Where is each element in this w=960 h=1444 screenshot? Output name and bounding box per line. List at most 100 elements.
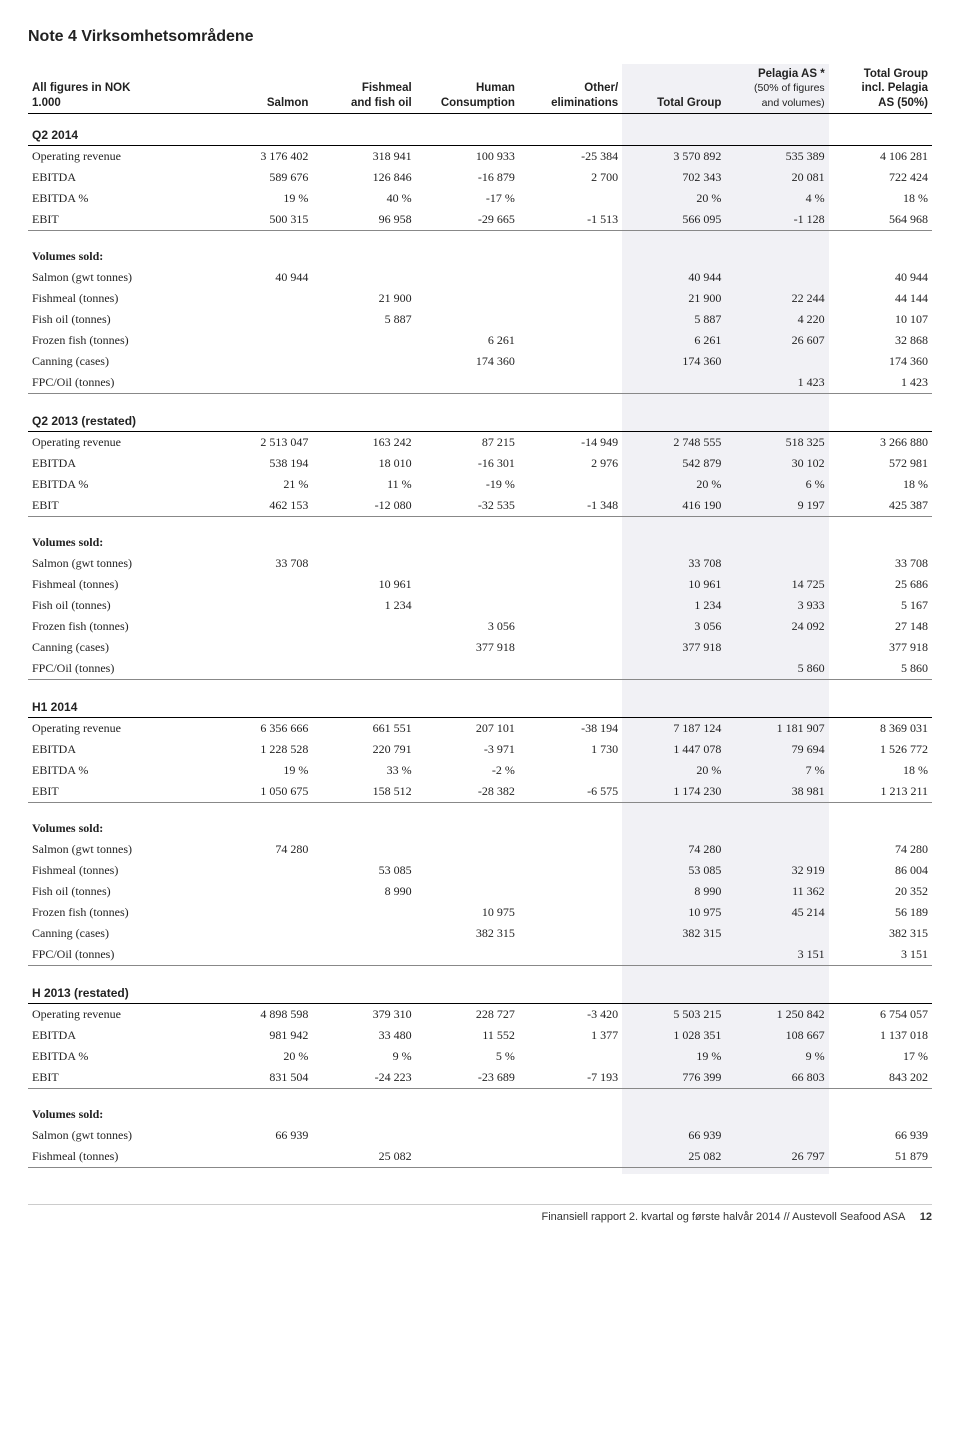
cell: 20 %	[622, 188, 725, 209]
cell: 2 748 555	[622, 432, 725, 454]
cell	[312, 372, 415, 394]
cell: 53 085	[622, 860, 725, 881]
row-label: EBIT	[28, 1067, 209, 1089]
cell: -1 128	[725, 209, 828, 231]
cell: 87 215	[416, 432, 519, 454]
row-canning: Canning (cases)377 918377 918377 918	[28, 637, 932, 658]
row-ebitda: EBITDA981 94233 48011 5521 3771 028 3511…	[28, 1025, 932, 1046]
cell: 5 %	[416, 1046, 519, 1067]
cell: 44 144	[829, 288, 932, 309]
cell	[312, 330, 415, 351]
cell: 174 360	[829, 351, 932, 372]
cell: 1 174 230	[622, 781, 725, 803]
cell: 19 %	[209, 188, 312, 209]
cell	[519, 574, 622, 595]
cell: 74 280	[622, 839, 725, 860]
cell	[519, 595, 622, 616]
cell	[209, 1146, 312, 1168]
cell: 32 919	[725, 860, 828, 881]
cell: 26 607	[725, 330, 828, 351]
cell: 56 189	[829, 902, 932, 923]
row-op-rev: Operating revenue6 356 666661 551207 101…	[28, 718, 932, 740]
cell	[416, 267, 519, 288]
cell: 24 092	[725, 616, 828, 637]
cell: 9 %	[725, 1046, 828, 1067]
cell: 228 727	[416, 1004, 519, 1026]
cell	[519, 351, 622, 372]
cell: 1 447 078	[622, 739, 725, 760]
hdr-total-incl: Total Groupincl. PelagiaAS (50%)	[829, 64, 932, 114]
cell: 500 315	[209, 209, 312, 231]
cell: 2 700	[519, 167, 622, 188]
cell	[519, 288, 622, 309]
cell: 20 %	[622, 760, 725, 781]
row-canning: Canning (cases)382 315382 315382 315	[28, 923, 932, 944]
cell	[209, 372, 312, 394]
cell	[209, 637, 312, 658]
cell: 6 261	[622, 330, 725, 351]
row-label: Operating revenue	[28, 432, 209, 454]
cell: 33 708	[209, 553, 312, 574]
cell	[312, 902, 415, 923]
cell	[622, 944, 725, 966]
cell: 174 360	[622, 351, 725, 372]
cell	[312, 553, 415, 574]
cell: 5 887	[312, 309, 415, 330]
subheader-label: Volumes sold:	[28, 1095, 209, 1125]
row-ebitda-pct: EBITDA %20 %9 %5 %19 %9 %17 %	[28, 1046, 932, 1067]
cell: 5 167	[829, 595, 932, 616]
row-label: Salmon (gwt tonnes)	[28, 1125, 209, 1146]
row-label: EBIT	[28, 781, 209, 803]
row-label: Salmon (gwt tonnes)	[28, 267, 209, 288]
cell: 566 095	[622, 209, 725, 231]
cell: 14 725	[725, 574, 828, 595]
row-ebitda: EBITDA1 228 528220 791-3 9711 7301 447 0…	[28, 739, 932, 760]
cell: 462 153	[209, 495, 312, 517]
cell: 377 918	[622, 637, 725, 658]
cell: 3 570 892	[622, 146, 725, 168]
cell: 38 981	[725, 781, 828, 803]
cell	[519, 309, 622, 330]
cell: 831 504	[209, 1067, 312, 1089]
cell: 96 958	[312, 209, 415, 231]
cell: -32 535	[416, 495, 519, 517]
section-title: Q2 2014	[28, 114, 209, 146]
cell: 1 137 018	[829, 1025, 932, 1046]
cell: 33 %	[312, 760, 415, 781]
cell: 6 356 666	[209, 718, 312, 740]
cell	[312, 616, 415, 637]
cell: 8 369 031	[829, 718, 932, 740]
row-label: Fishmeal (tonnes)	[28, 288, 209, 309]
cell: 1 050 675	[209, 781, 312, 803]
cell	[209, 574, 312, 595]
cell: 19 %	[209, 760, 312, 781]
cell: 4 220	[725, 309, 828, 330]
row-label: FPC/Oil (tonnes)	[28, 372, 209, 394]
cell	[622, 372, 725, 394]
cell: 33 480	[312, 1025, 415, 1046]
cell	[416, 553, 519, 574]
cell: 9 197	[725, 495, 828, 517]
cell: 74 280	[829, 839, 932, 860]
subheader-row: Volumes sold:	[28, 523, 932, 553]
row-salmon: Salmon (gwt tonnes)40 94440 94440 944	[28, 267, 932, 288]
row-frozen: Frozen fish (tonnes)3 0563 05624 09227 1…	[28, 616, 932, 637]
cell: 3 151	[829, 944, 932, 966]
cell	[725, 637, 828, 658]
cell: 10 107	[829, 309, 932, 330]
row-label: Fishmeal (tonnes)	[28, 1146, 209, 1168]
row-label: EBITDA %	[28, 1046, 209, 1067]
cell	[312, 351, 415, 372]
section-title-row: H1 2014	[28, 686, 932, 718]
row-salmon: Salmon (gwt tonnes)33 70833 70833 708	[28, 553, 932, 574]
cell: 379 310	[312, 1004, 415, 1026]
row-label: EBITDA %	[28, 474, 209, 495]
cell	[519, 553, 622, 574]
cell: -6 575	[519, 781, 622, 803]
cell: 425 387	[829, 495, 932, 517]
cell: 5 503 215	[622, 1004, 725, 1026]
subheader-row: Volumes sold:	[28, 809, 932, 839]
cell	[416, 574, 519, 595]
cell: -2 %	[416, 760, 519, 781]
cell: 1 028 351	[622, 1025, 725, 1046]
